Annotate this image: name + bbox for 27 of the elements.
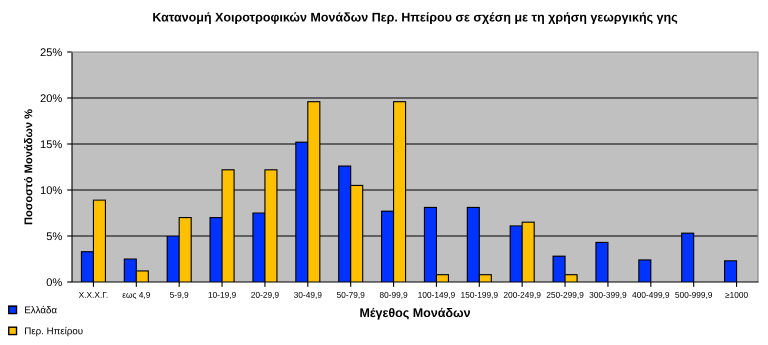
y-tick-label: 25% (40, 48, 62, 56)
x-tick-label: Χ.Χ.Χ.Γ. (78, 292, 108, 298)
x-tick-label: εως 4,9 (122, 292, 150, 300)
legend-label: Ελλάδα (25, 306, 57, 314)
x-tick-label: 300-399,9 (589, 292, 626, 299)
x-tick-label: 30-49,9 (294, 292, 322, 299)
y-tick-label: 20% (40, 94, 62, 102)
y-tick-label: 5% (46, 232, 62, 240)
chart-title: Κατανομή Χοιροτροφικών Μονάδων Περ. Ηπείρου σε σχέση με τη χρήση γεωργικής γης (153, 12, 678, 24)
y-tick-label: 10% (40, 186, 62, 194)
y-axis-title: Ποσοστό Μονάδων % (24, 109, 32, 224)
y-tick-label: 15% (40, 140, 62, 148)
x-tick-label: 20-29,9 (251, 292, 279, 299)
x-tick-label: 100-149,9 (418, 292, 455, 299)
x-tick-label: ≥1000 (725, 292, 748, 298)
x-axis-title: Μέγεθος Μονάδων (360, 308, 470, 320)
x-tick-label: 80-99,9 (380, 292, 408, 299)
legend-label: Περ. Ηπείρου (25, 326, 83, 336)
x-tick-label: 400-499,9 (632, 292, 670, 299)
y-tick-label: 0% (46, 278, 62, 286)
x-tick-label: 200-249,9 (504, 292, 541, 299)
x-tick-label: 10-19,9 (208, 292, 236, 299)
x-tick-label: 50-79,9 (336, 292, 364, 299)
x-tick-label: 500-999,9 (675, 292, 712, 299)
x-tick-label: 250-299,9 (546, 292, 584, 299)
x-tick-label: 150-199,9 (461, 292, 498, 299)
x-tick-label: 5-9,9 (170, 292, 188, 299)
